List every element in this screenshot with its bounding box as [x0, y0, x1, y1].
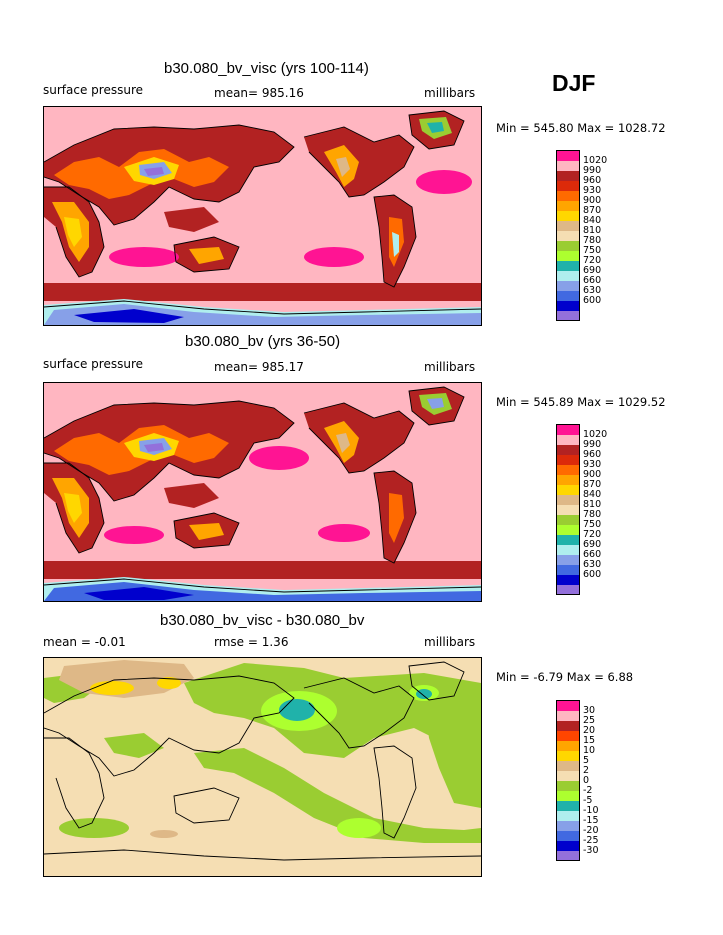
legend-label: 990 — [583, 165, 602, 176]
legend-label: -30 — [583, 845, 599, 856]
legend-label: 810 — [583, 225, 602, 236]
legend-label: 690 — [583, 265, 602, 276]
legend-label: 690 — [583, 539, 602, 550]
legend-label: 840 — [583, 215, 602, 226]
legend-label: 720 — [583, 529, 602, 540]
panel2-title: b30.080_bv (yrs 36-50) — [185, 333, 341, 350]
panel1-minmax: Min = 545.80 Max = 1028.72 — [496, 121, 666, 135]
panel2-units-label: millibars — [424, 360, 476, 374]
legend-label: 1020 — [583, 429, 608, 440]
panel2-mean-label: mean= 985.17 — [214, 360, 304, 374]
legend-label: 870 — [583, 479, 602, 490]
legend-label: 630 — [583, 559, 602, 570]
legend-label: 25 — [583, 715, 596, 726]
panel3-legend: 30 25 20 15 10 5 2 0 -2 -5 -10 -15 -20 -… — [556, 700, 626, 870]
legend-label: -10 — [583, 805, 599, 816]
legend-label: 960 — [583, 449, 602, 460]
legend-label: 5 — [583, 755, 590, 766]
legend-label: 930 — [583, 459, 602, 470]
panel3-units-label: millibars — [424, 635, 476, 649]
panel1-legend: 1020 990 960 930 900 870 840 810 780 750… — [556, 150, 626, 321]
legend-label: 0 — [583, 775, 590, 786]
legend-label: -5 — [583, 795, 593, 806]
legend-label: -15 — [583, 815, 599, 826]
legend-label: 900 — [583, 469, 602, 480]
legend-label: 780 — [583, 235, 602, 246]
panel2-map — [43, 382, 482, 602]
panel1-mean-label: mean= 985.16 — [214, 86, 304, 100]
legend-label: 750 — [583, 245, 602, 256]
panel1-variable-label: surface pressure — [43, 83, 143, 97]
legend-label: 20 — [583, 725, 596, 736]
legend-label: -2 — [583, 785, 593, 796]
legend-label: 810 — [583, 499, 602, 510]
legend-label: 660 — [583, 275, 602, 286]
legend-label: 10 — [583, 745, 596, 756]
legend-label: 720 — [583, 255, 602, 266]
panel1-title: b30.080_bv_visc (yrs 100-114) — [164, 60, 369, 77]
legend-label: 990 — [583, 439, 602, 450]
legend-label: 960 — [583, 175, 602, 186]
legend-label: 780 — [583, 509, 602, 520]
panel3-mean-label: mean = -0.01 — [43, 635, 126, 649]
panel3-title: b30.080_bv_visc - b30.080_bv — [160, 612, 365, 629]
panel3-rmse-label: rmse = 1.36 — [214, 635, 289, 649]
legend-label: 30 — [583, 705, 596, 716]
panel1-units-label: millibars — [424, 86, 476, 100]
panel2-minmax: Min = 545.89 Max = 1029.52 — [496, 395, 666, 409]
legend-label: 630 — [583, 285, 602, 296]
legend-label: 840 — [583, 489, 602, 500]
panel1-map — [43, 106, 482, 326]
panel2-variable-label: surface pressure — [43, 357, 143, 371]
panel2-legend: 1020 990 960 930 900 870 840 810 780 750… — [556, 424, 626, 595]
legend-label: -25 — [583, 835, 599, 846]
panel3-map — [43, 657, 482, 877]
legend-label: 600 — [583, 295, 602, 306]
legend-label: 15 — [583, 735, 596, 746]
legend-label: -20 — [583, 825, 599, 836]
legend-label: 600 — [583, 569, 602, 580]
legend-label: 1020 — [583, 155, 608, 166]
legend-label: 870 — [583, 205, 602, 216]
legend-label: 930 — [583, 185, 602, 196]
season-label: DJF — [552, 70, 596, 96]
legend-label: 660 — [583, 549, 602, 560]
legend-label: 2 — [583, 765, 590, 776]
legend-label: 750 — [583, 519, 602, 530]
panel3-minmax: Min = -6.79 Max = 6.88 — [496, 670, 634, 684]
legend-label: 900 — [583, 195, 602, 206]
